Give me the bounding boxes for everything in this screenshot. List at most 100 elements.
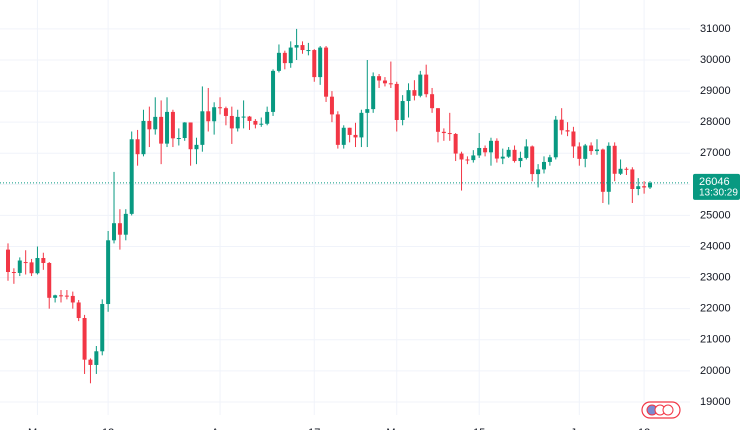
candle-body <box>294 45 299 48</box>
candle-body <box>70 295 75 303</box>
candle-body <box>494 140 499 159</box>
candle-body <box>135 139 140 155</box>
candle-body <box>300 45 305 51</box>
candle-body <box>82 318 87 360</box>
candle-body <box>17 260 22 273</box>
candle-body <box>530 146 535 175</box>
candle-body <box>524 146 529 158</box>
candle-body <box>306 50 311 52</box>
candle-body <box>518 157 523 162</box>
candle-body <box>589 145 594 152</box>
candle-body <box>553 119 558 158</box>
candle-body <box>441 131 446 134</box>
candle-body <box>477 147 482 156</box>
candle-body <box>147 120 152 130</box>
candle-body <box>112 223 117 241</box>
y-tick-label: 21000 <box>700 334 731 346</box>
y-tick-label: 29000 <box>700 85 731 97</box>
candle-body <box>500 156 505 159</box>
candle-body <box>435 108 440 132</box>
logo-dot <box>662 404 674 416</box>
candle-body <box>29 262 34 274</box>
candle-body <box>259 123 264 125</box>
countdown-label: 13:30:29 <box>699 188 738 199</box>
candle-body <box>223 108 228 116</box>
candle-body <box>453 133 458 154</box>
candle-body <box>394 83 399 120</box>
candle-body <box>94 351 99 365</box>
candle-body <box>618 168 623 174</box>
candle-body <box>406 90 411 102</box>
candle-body <box>483 147 488 153</box>
x-tick-label: 17 <box>308 427 320 430</box>
candle-body <box>365 109 370 113</box>
candle-body <box>630 169 635 190</box>
candle-body <box>600 149 605 192</box>
candle-body <box>247 116 252 121</box>
candle-body <box>106 240 111 305</box>
candle-body <box>459 153 464 160</box>
candle-body <box>636 186 641 190</box>
candle-body <box>329 96 334 115</box>
candle-body <box>194 144 199 150</box>
candle-body <box>212 107 217 122</box>
candle-body <box>129 139 134 214</box>
candle-body <box>288 47 293 64</box>
x-tick-label: Mar <box>28 427 47 430</box>
logo[interactable] <box>641 401 681 419</box>
candle-body <box>335 114 340 145</box>
candle-body <box>418 74 423 96</box>
candle-body <box>583 145 588 159</box>
candle-body <box>76 302 81 319</box>
candles <box>0 28 690 384</box>
x-tick-label: 13 <box>102 427 114 430</box>
candle-body <box>188 122 193 150</box>
candle-body <box>182 122 187 139</box>
y-tick-label: 24000 <box>700 240 731 252</box>
candle-body <box>276 52 281 71</box>
candle-body <box>253 120 258 125</box>
x-tick-label: Jun <box>570 427 588 430</box>
candle-body <box>271 70 276 112</box>
candle-body <box>41 258 46 263</box>
y-tick-label: 22000 <box>700 303 731 315</box>
candle-body <box>488 140 493 153</box>
candle-body <box>64 295 69 297</box>
y-tick-label: 28000 <box>700 116 731 128</box>
candle-body <box>47 262 52 298</box>
candle-body <box>324 47 329 97</box>
candle-body <box>471 155 476 161</box>
candle-body <box>465 159 470 161</box>
candle-body <box>430 94 435 109</box>
candle-body <box>265 111 270 124</box>
candle-body <box>371 76 376 110</box>
x-tick-label: 15 <box>473 427 485 430</box>
candle-body <box>536 169 541 175</box>
candle-body <box>606 145 611 192</box>
y-tick-label: 23000 <box>700 272 731 284</box>
candle-body <box>159 116 164 144</box>
candle-body <box>206 111 211 122</box>
candle-body <box>512 149 517 162</box>
x-tick-label: 12 <box>638 427 650 430</box>
y-tick-label: 31000 <box>700 23 731 35</box>
y-tick-label: 20000 <box>700 365 731 377</box>
candle-body <box>241 116 246 118</box>
candle-body <box>624 168 629 170</box>
candle-body <box>23 262 28 264</box>
candle-body <box>642 186 647 188</box>
candle-body <box>559 119 564 131</box>
candle-body <box>123 213 128 235</box>
candle-body <box>400 101 405 120</box>
candle-body <box>612 145 617 174</box>
candle-body <box>571 131 576 147</box>
candle-body <box>176 138 181 140</box>
candle-body <box>577 146 582 159</box>
axis: 1900020000210002200023000240002500026000… <box>28 23 740 430</box>
candle-body <box>424 74 429 95</box>
candle-body <box>229 115 234 129</box>
candle-body <box>165 111 170 144</box>
candle-body <box>312 50 317 78</box>
y-tick-label: 30000 <box>700 54 731 66</box>
